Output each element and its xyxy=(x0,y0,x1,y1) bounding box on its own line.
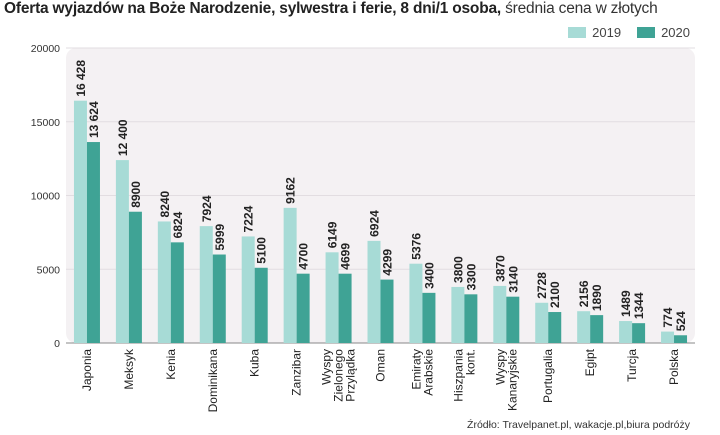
x-tick-label: Hiszpania xyxy=(451,349,465,402)
x-tick-label: Arabskie xyxy=(421,349,435,396)
x-tick-label: Oman xyxy=(374,349,388,382)
data-label-2019: 12 400 xyxy=(116,119,130,156)
bar-2020 xyxy=(296,273,310,343)
x-tick-label: Polska xyxy=(667,349,681,385)
data-label-2019: 2728 xyxy=(535,272,549,299)
data-label-2019: 774 xyxy=(661,307,675,327)
data-label-2019: 3870 xyxy=(493,255,507,282)
data-label-2019: 1489 xyxy=(619,290,633,317)
bar-2019 xyxy=(535,302,549,343)
x-tick-label: Wyspy xyxy=(493,349,507,385)
data-label-2020: 5100 xyxy=(255,237,269,264)
data-label-2020: 1344 xyxy=(632,292,646,319)
bar-2019 xyxy=(241,236,255,343)
data-label-2019: 9162 xyxy=(284,177,298,204)
bar-2019 xyxy=(661,331,675,343)
x-tick-label: Kanaryjskie xyxy=(505,349,519,411)
data-label-2019: 6924 xyxy=(368,210,382,237)
data-label-2020: 3140 xyxy=(506,266,520,293)
data-label-2020: 524 xyxy=(674,311,688,331)
data-label-2020: 13 624 xyxy=(87,101,101,138)
legend-swatch-2019 xyxy=(568,27,587,38)
bar-2019 xyxy=(577,311,591,343)
bar-2019 xyxy=(115,160,129,343)
data-label-2020: 4699 xyxy=(339,243,353,270)
data-label-2019: 3800 xyxy=(451,256,465,283)
y-tick-label: 10000 xyxy=(31,191,60,203)
data-label-2020: 8900 xyxy=(129,181,143,208)
data-label-2020: 4299 xyxy=(381,249,395,276)
chart-title: Oferta wyjazdów na Boże Narodzenie, sylw… xyxy=(4,0,658,18)
data-label-2019: 16 428 xyxy=(74,60,88,97)
legend-label-2019: 2019 xyxy=(592,25,622,40)
x-tick-label: Przylądka xyxy=(344,349,358,402)
data-label-2020: 3400 xyxy=(422,262,436,289)
data-label-2019: 7924 xyxy=(200,195,214,222)
bar-2020 xyxy=(128,211,142,343)
x-tick-label: Japonia xyxy=(80,349,94,391)
legend-item-2020: 2020 xyxy=(637,25,690,40)
data-label-2020: 1890 xyxy=(590,284,604,311)
data-label-2019: 6149 xyxy=(326,221,340,248)
bar-2020 xyxy=(548,312,562,343)
x-tick-label: kont. xyxy=(463,349,477,375)
data-label-2019: 8240 xyxy=(158,190,172,217)
bar-2020 xyxy=(464,294,478,343)
bar-2019 xyxy=(451,286,465,343)
data-label-2019: 2156 xyxy=(577,280,591,307)
chart-title-subtitle: średnia cena w złotych xyxy=(501,0,658,17)
bar-2019 xyxy=(493,285,507,343)
chart-title-bold: Oferta wyjazdów na Boże Narodzenie, sylw… xyxy=(4,0,501,17)
bar-2020 xyxy=(422,292,436,343)
x-tick-label: Kuba xyxy=(248,349,262,377)
bar-2019 xyxy=(619,321,633,343)
bar-2020 xyxy=(590,315,604,343)
x-tick-label: Portugalia xyxy=(541,349,555,403)
x-tick-label: Emiraty xyxy=(409,349,423,390)
data-label-2020: 4700 xyxy=(297,243,311,270)
y-tick-label: 5000 xyxy=(37,264,61,276)
data-label-2020: 3300 xyxy=(464,263,478,290)
bar-2020 xyxy=(674,335,688,343)
bar-2020 xyxy=(170,242,184,343)
bar-2020 xyxy=(632,323,646,343)
source-note: Źródło: Travelpanet.pl, wakacje.pl,biura… xyxy=(467,419,690,431)
x-tick-label: Zanzibar xyxy=(290,349,304,396)
x-tick-label: Egipt xyxy=(583,348,597,376)
legend-label-2020: 2020 xyxy=(661,25,690,40)
y-tick-label: 20000 xyxy=(31,43,60,55)
bar-2020 xyxy=(212,254,226,343)
bar-2020 xyxy=(254,267,268,343)
data-label-2020: 6824 xyxy=(171,211,185,238)
data-label-2019: 7224 xyxy=(242,205,256,232)
bar-2019 xyxy=(367,240,381,343)
x-tick-label: Kenia xyxy=(164,349,178,380)
bar-2020 xyxy=(86,142,100,343)
bar-2019 xyxy=(199,226,213,343)
x-tick-label: Meksyk xyxy=(122,348,136,390)
bar-2019 xyxy=(73,100,87,343)
bar-2020 xyxy=(506,296,520,343)
chart-legend: 2019 2020 xyxy=(568,25,690,40)
x-tick-label: Wyspy xyxy=(320,349,334,385)
bar-2019 xyxy=(157,221,171,343)
bar-2019 xyxy=(325,252,339,343)
data-label-2020: 2100 xyxy=(548,281,562,308)
y-tick-label: 0 xyxy=(54,338,60,350)
y-tick-label: 15000 xyxy=(31,117,60,129)
legend-item-2019: 2019 xyxy=(568,25,621,40)
data-label-2019: 5376 xyxy=(409,233,423,260)
legend-swatch-2020 xyxy=(637,27,656,38)
data-label-2020: 5999 xyxy=(213,223,227,250)
bar-2019 xyxy=(283,207,297,343)
x-tick-label: Zielonego xyxy=(332,349,346,402)
x-tick-label: Dominikana xyxy=(206,349,220,413)
x-tick-label: Turcja xyxy=(625,349,639,382)
bar-2020 xyxy=(338,273,352,343)
bar-2019 xyxy=(409,263,423,343)
bar-2020 xyxy=(380,279,394,343)
